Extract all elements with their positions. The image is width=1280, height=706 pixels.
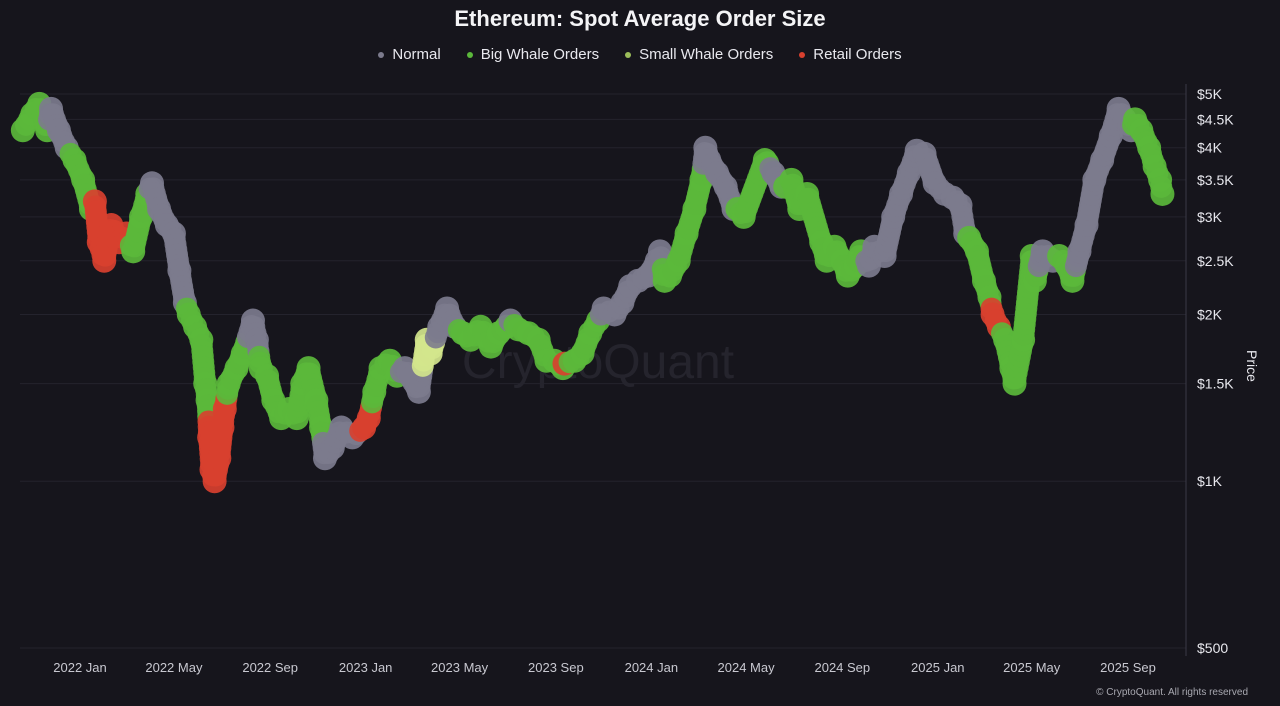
legend-item-small-whale[interactable]: Small Whale Orders xyxy=(625,46,773,63)
legend-dot-icon xyxy=(799,51,806,58)
y-axis-ticks: $5K $4.5K $4K $3.5K $3K $2.5K $2K $1.5K $1K $500 xyxy=(1197,86,1234,656)
y-tick-label: $3.5K xyxy=(1197,172,1234,188)
x-tick-label: 2022 Sep xyxy=(242,660,298,675)
legend-label: Normal xyxy=(392,46,441,63)
legend-dot-icon xyxy=(378,51,385,58)
data-points xyxy=(10,91,1175,494)
y-tick-label: $500 xyxy=(1197,640,1228,656)
legend-dot-icon xyxy=(625,51,632,58)
y-tick-label: $2.5K xyxy=(1197,253,1234,269)
x-tick-label: 2022 May xyxy=(145,660,203,675)
y-tick-label: $4.5K xyxy=(1197,111,1234,127)
watermark: CryptoQuant xyxy=(462,336,734,389)
legend-label: Small Whale Orders xyxy=(639,46,774,63)
y-tick-label: $5K xyxy=(1197,86,1223,102)
x-tick-label: 2025 Jan xyxy=(911,660,965,675)
x-tick-label: 2025 Sep xyxy=(1100,660,1156,675)
legend: Normal Big Whale Orders Small Whale Orde… xyxy=(0,46,1280,63)
copyright: © CryptoQuant. All rights reserved xyxy=(1096,687,1248,698)
y-tick-label: $1K xyxy=(1197,473,1223,489)
data-point-B xyxy=(1150,181,1175,206)
y-tick-label: $1.5K xyxy=(1197,376,1234,392)
x-tick-label: 2023 May xyxy=(431,660,489,675)
legend-label: Big Whale Orders xyxy=(480,46,600,63)
x-tick-label: 2025 May xyxy=(1003,660,1061,675)
legend-item-big-whale[interactable]: Big Whale Orders xyxy=(466,46,600,63)
y-tick-label: $4K xyxy=(1197,140,1223,156)
legend-item-normal[interactable]: Normal xyxy=(378,46,441,63)
legend-item-retail[interactable]: Retail Orders xyxy=(799,46,902,63)
x-axis-ticks: 2022 Jan 2022 May 2022 Sep 2023 Jan 2023 May… xyxy=(53,660,1156,675)
x-tick-label: 2023 Sep xyxy=(528,660,584,675)
y-tick-label: $3K xyxy=(1197,209,1223,225)
gridlines xyxy=(20,93,1186,649)
legend-label: Retail Orders xyxy=(813,46,902,63)
legend-dot-icon xyxy=(466,51,473,58)
chart-title: Ethereum: Spot Average Order Size xyxy=(454,6,826,31)
x-tick-label: 2024 Jan xyxy=(625,660,679,675)
x-tick-label: 2024 Sep xyxy=(814,660,870,675)
x-tick-label: 2022 Jan xyxy=(53,660,107,675)
x-tick-label: 2024 May xyxy=(718,660,776,675)
y-tick-label: $2K xyxy=(1197,306,1223,322)
y-axis-label: Price xyxy=(1244,350,1260,382)
x-tick-label: 2023 Jan xyxy=(339,660,393,675)
